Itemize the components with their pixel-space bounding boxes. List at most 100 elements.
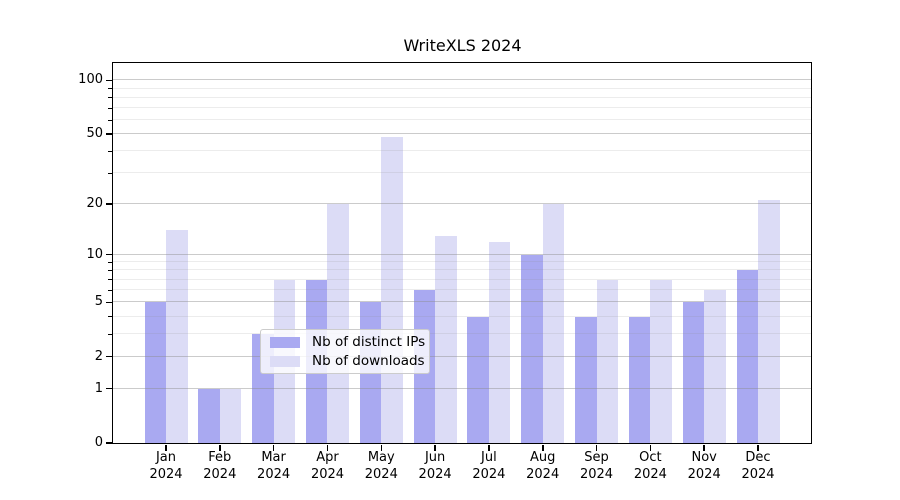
- x-tick-month: Apr: [316, 450, 339, 465]
- y-tick: [105, 442, 112, 444]
- y-tick-label: 100: [78, 72, 103, 88]
- x-tick-label-oct: Oct 2024: [610, 450, 690, 483]
- plot-area: 0 1 2 5 10 20 50 100 Jan 2024 Feb 2024 Mar 2024 Apr 202…: [78, 62, 812, 482]
- y-tick: [105, 387, 112, 390]
- x-tick: [326, 444, 329, 451]
- x-tick-year: 2024: [741, 466, 775, 482]
- x-tick: [595, 444, 598, 451]
- gridline-minor: [113, 107, 811, 109]
- gridline-minor: [113, 87, 811, 89]
- chart-title: WriteXLS 2024: [403, 36, 522, 55]
- y-tick-minor: [108, 333, 112, 335]
- gridline-minor: [113, 172, 811, 174]
- gridline-minor: [113, 96, 811, 98]
- y-tick-minor: [108, 119, 112, 121]
- gridline-major: [113, 133, 811, 135]
- legend-label-distinct-ips: Nb of distinct IPs: [312, 334, 426, 350]
- x-tick-month: Mar: [261, 450, 286, 465]
- x-tick-month: May: [367, 450, 395, 465]
- bar-downloads-jun: [435, 235, 457, 443]
- y-tick-minor: [108, 150, 112, 152]
- y-tick-label: 2: [94, 348, 103, 364]
- bar-distinct-ips-nov: [682, 302, 705, 443]
- x-tick-label-mar: Mar 2024: [234, 450, 314, 483]
- x-tick: [757, 444, 759, 451]
- gridline-major: [113, 355, 811, 357]
- x-tick-label-may: May 2024: [341, 450, 421, 483]
- y-tick: [105, 133, 112, 135]
- y-tick-minor: [108, 88, 112, 90]
- bar-distinct-ips-aug: [521, 254, 543, 443]
- x-tick-month: Jan: [155, 450, 177, 465]
- x-tick-label-feb: Feb 2024: [180, 450, 260, 483]
- y-tick-minor: [108, 97, 112, 99]
- bar-downloads-apr: [327, 203, 349, 443]
- y-tick-minor: [108, 107, 112, 109]
- y-tick-label: 50: [86, 126, 103, 142]
- y-tick-minor: [108, 279, 112, 281]
- gridline-major: [113, 202, 811, 204]
- y-tick-minor: [108, 316, 112, 317]
- x-tick-month: Jul: [481, 450, 497, 465]
- x-tick-label-sep: Sep 2024: [557, 450, 637, 483]
- y-tick-minor: [108, 172, 112, 174]
- x-tick-year: 2024: [687, 466, 721, 482]
- y-tick-label: 0: [94, 435, 103, 450]
- x-tick: [165, 444, 167, 451]
- bar-downloads-oct: [650, 279, 672, 443]
- y-tick-label: 10: [86, 246, 103, 262]
- x-tick-year: 2024: [526, 466, 560, 482]
- bar-distinct-ips-sep: [575, 316, 597, 443]
- legend: Nb of distinct IPs Nb of downloads: [260, 329, 430, 374]
- x-tick-label-aug: Aug 2024: [503, 450, 583, 483]
- x-tick: [380, 444, 382, 451]
- x-tick-label-apr: Apr 2024: [288, 450, 368, 483]
- gridline-minor: [113, 333, 811, 335]
- y-tick-minor: [108, 261, 112, 263]
- gridline-minor: [113, 261, 811, 263]
- x-tick-year: 2024: [364, 466, 398, 482]
- y-tick: [105, 355, 112, 358]
- y-tick: [105, 79, 112, 82]
- y-tick-label: 1: [94, 380, 103, 396]
- x-tick: [703, 444, 705, 451]
- x-tick-label-jan: Jan 2024: [126, 450, 206, 483]
- gridline-minor: [113, 278, 811, 280]
- gridline-minor: [113, 289, 811, 291]
- x-tick-month: Oct: [639, 450, 662, 465]
- gridline-major: [113, 79, 811, 81]
- gridline-major: [113, 253, 811, 255]
- x-tick-month: Dec: [745, 450, 771, 465]
- x-tick-label-nov: Nov 2024: [664, 450, 744, 483]
- y-tick: [105, 253, 112, 256]
- x-tick: [542, 444, 544, 451]
- x-tick-year: 2024: [418, 466, 452, 482]
- legend-label-downloads: Nb of downloads: [312, 353, 425, 369]
- bar-distinct-ips-dec: [736, 270, 758, 443]
- bar-distinct-ips-oct: [628, 316, 651, 443]
- gridline-minor: [113, 119, 811, 120]
- bar-distinct-ips-feb: [198, 388, 220, 443]
- y-tick-minor: [108, 289, 112, 291]
- gridline-minor: [113, 269, 811, 271]
- x-tick-year: 2024: [310, 466, 345, 482]
- y-tick: [105, 203, 112, 205]
- bar-downloads-nov: [704, 290, 726, 443]
- x-tick-year: 2024: [149, 466, 183, 482]
- x-tick: [272, 444, 275, 451]
- x-tick-month: Jun: [424, 450, 446, 465]
- x-tick: [488, 444, 490, 451]
- legend-item-distinct-ips: Nb of distinct IPs: [270, 334, 425, 350]
- gridline-minor: [113, 150, 811, 152]
- bar-downloads-dec: [758, 200, 780, 443]
- x-tick-year: 2024: [257, 466, 291, 482]
- x-tick-year: 2024: [203, 466, 237, 482]
- y-tick-label: 5: [94, 294, 103, 310]
- bar-downloads-jul: [488, 241, 511, 443]
- x-tick-month: Sep: [584, 450, 609, 465]
- x-tick-label-jun: Jun 2024: [395, 450, 475, 483]
- x-tick-month: Nov: [691, 450, 717, 465]
- x-tick-year: 2024: [472, 466, 506, 482]
- x-tick-month: Feb: [208, 450, 232, 465]
